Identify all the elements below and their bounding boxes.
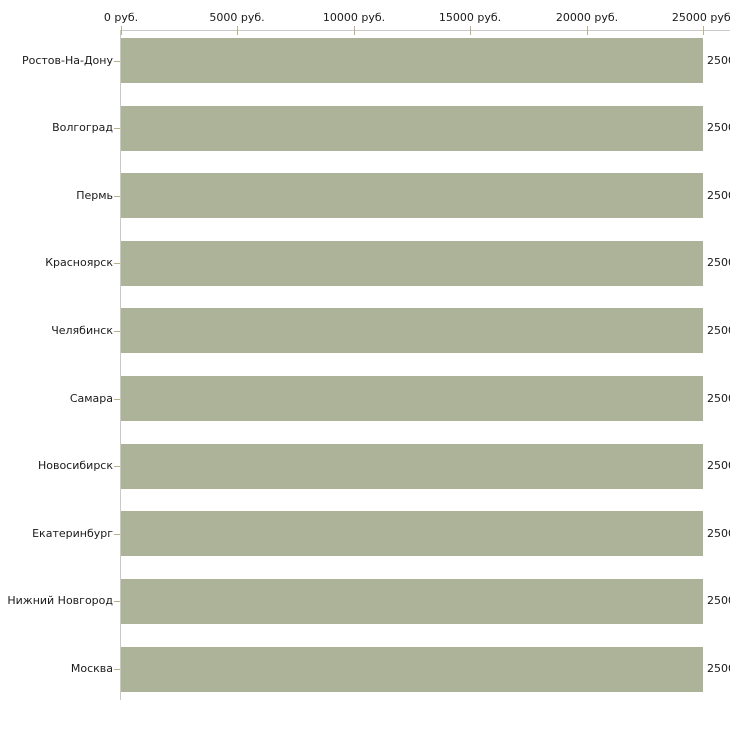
x-axis-tick-label: 10000 руб.	[322, 11, 386, 24]
x-axis-line	[121, 30, 730, 31]
value-label: 25000 руб.	[707, 324, 730, 337]
category-label: Пермь	[76, 189, 113, 202]
x-axis-tick-mark	[470, 26, 471, 35]
x-axis-tick-mark	[703, 26, 704, 35]
bar	[121, 308, 703, 353]
y-axis-tick-mark	[114, 196, 120, 197]
category-label: Нижний Новгород	[7, 594, 113, 607]
category-label: Челябинск	[51, 324, 113, 337]
y-axis-tick-mark	[114, 669, 120, 670]
bar	[121, 241, 703, 286]
y-axis-tick-mark	[114, 601, 120, 602]
value-label: 25000 руб.	[707, 527, 730, 540]
value-label: 25000 руб.	[707, 594, 730, 607]
category-label: Красноярск	[45, 256, 113, 269]
x-axis-tick-label: 5000 руб.	[209, 11, 265, 24]
value-label: 25000 руб.	[707, 256, 730, 269]
category-label: Москва	[70, 662, 113, 675]
category-label: Волгоград	[52, 121, 113, 134]
x-axis-tick-mark	[237, 26, 238, 35]
y-axis-tick-mark	[114, 534, 120, 535]
x-axis-tick-mark	[354, 26, 355, 35]
x-axis-tick-mark	[587, 26, 588, 35]
value-label: 25000 руб.	[707, 662, 730, 675]
category-label: Новосибирск	[37, 459, 113, 472]
bar	[121, 444, 703, 489]
x-axis-tick-label: 0 руб.	[103, 11, 139, 24]
bar	[121, 647, 703, 692]
x-axis-tick-label: 20000 руб.	[555, 11, 619, 24]
value-label: 25000 руб.	[707, 459, 730, 472]
y-axis-tick-mark	[114, 263, 120, 264]
y-axis-tick-mark	[114, 399, 120, 400]
category-label: Ростов-На-Дону	[21, 54, 113, 67]
category-label: Самара	[69, 392, 113, 405]
value-label: 25000 руб.	[707, 54, 730, 67]
x-axis-tick-label: 25000 руб.	[671, 11, 730, 24]
bar	[121, 173, 703, 218]
bar	[121, 376, 703, 421]
y-axis-tick-mark	[114, 128, 120, 129]
x-axis-tick-label: 15000 руб.	[438, 11, 502, 24]
bar	[121, 579, 703, 624]
bar	[121, 38, 703, 83]
value-label: 25000 руб.	[707, 392, 730, 405]
y-axis-line	[120, 30, 121, 700]
y-axis-tick-mark	[114, 61, 120, 62]
category-label: Екатеринбург	[32, 527, 113, 540]
value-label: 25000 руб.	[707, 189, 730, 202]
y-axis-tick-mark	[114, 331, 120, 332]
value-label: 25000 руб.	[707, 121, 730, 134]
bar	[121, 511, 703, 556]
bar	[121, 106, 703, 151]
x-axis-tick-mark	[121, 26, 122, 35]
y-axis-tick-mark	[114, 466, 120, 467]
